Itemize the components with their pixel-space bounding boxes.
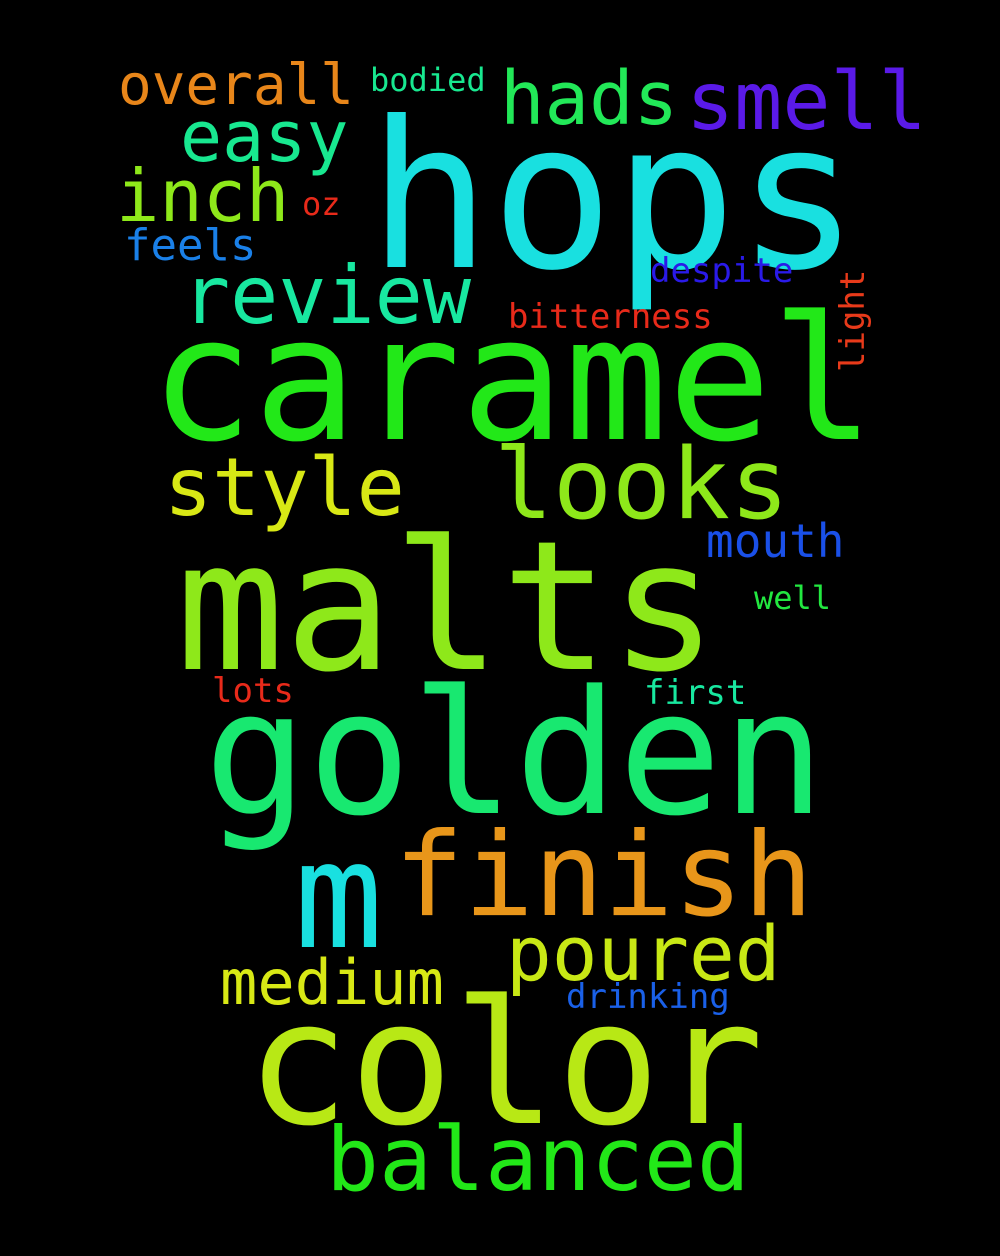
word-hops: hops [368, 79, 860, 316]
word-overall: overall [118, 53, 355, 118]
word-drinking: drinking [566, 977, 730, 1017]
word-first: first [644, 673, 747, 713]
word-looks: looks [494, 428, 790, 542]
word-mouth: mouth [706, 514, 845, 568]
word-lots: lots [212, 671, 294, 711]
word-color: color [246, 963, 764, 1164]
word-finish: finish [394, 808, 814, 943]
word-review: review [182, 249, 471, 342]
word-bodied: bodied [370, 61, 486, 99]
word-hads: hads [500, 56, 679, 142]
word-golden: golden [204, 653, 826, 854]
word-well: well [754, 579, 832, 617]
word-style: style [164, 441, 405, 534]
word-malts: malts [176, 503, 718, 712]
word-bitterness: bitterness [508, 297, 713, 337]
word-m: m [294, 810, 384, 982]
word-inch: inch [116, 154, 290, 238]
word-poured: poured [506, 909, 781, 998]
word-medium: medium [220, 946, 444, 1019]
word-light: light [833, 269, 873, 372]
word-easy: easy [180, 96, 349, 178]
word-feels: feels [124, 220, 257, 271]
word-balanced: balanced [326, 1108, 750, 1211]
word-despite: despite [650, 251, 794, 291]
word-caramel: caramel [150, 279, 875, 480]
word-smell: smell [686, 55, 927, 148]
word-oz: oz [302, 185, 341, 223]
